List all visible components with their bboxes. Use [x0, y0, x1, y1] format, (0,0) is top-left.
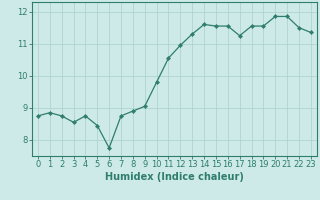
X-axis label: Humidex (Indice chaleur): Humidex (Indice chaleur)	[105, 172, 244, 182]
